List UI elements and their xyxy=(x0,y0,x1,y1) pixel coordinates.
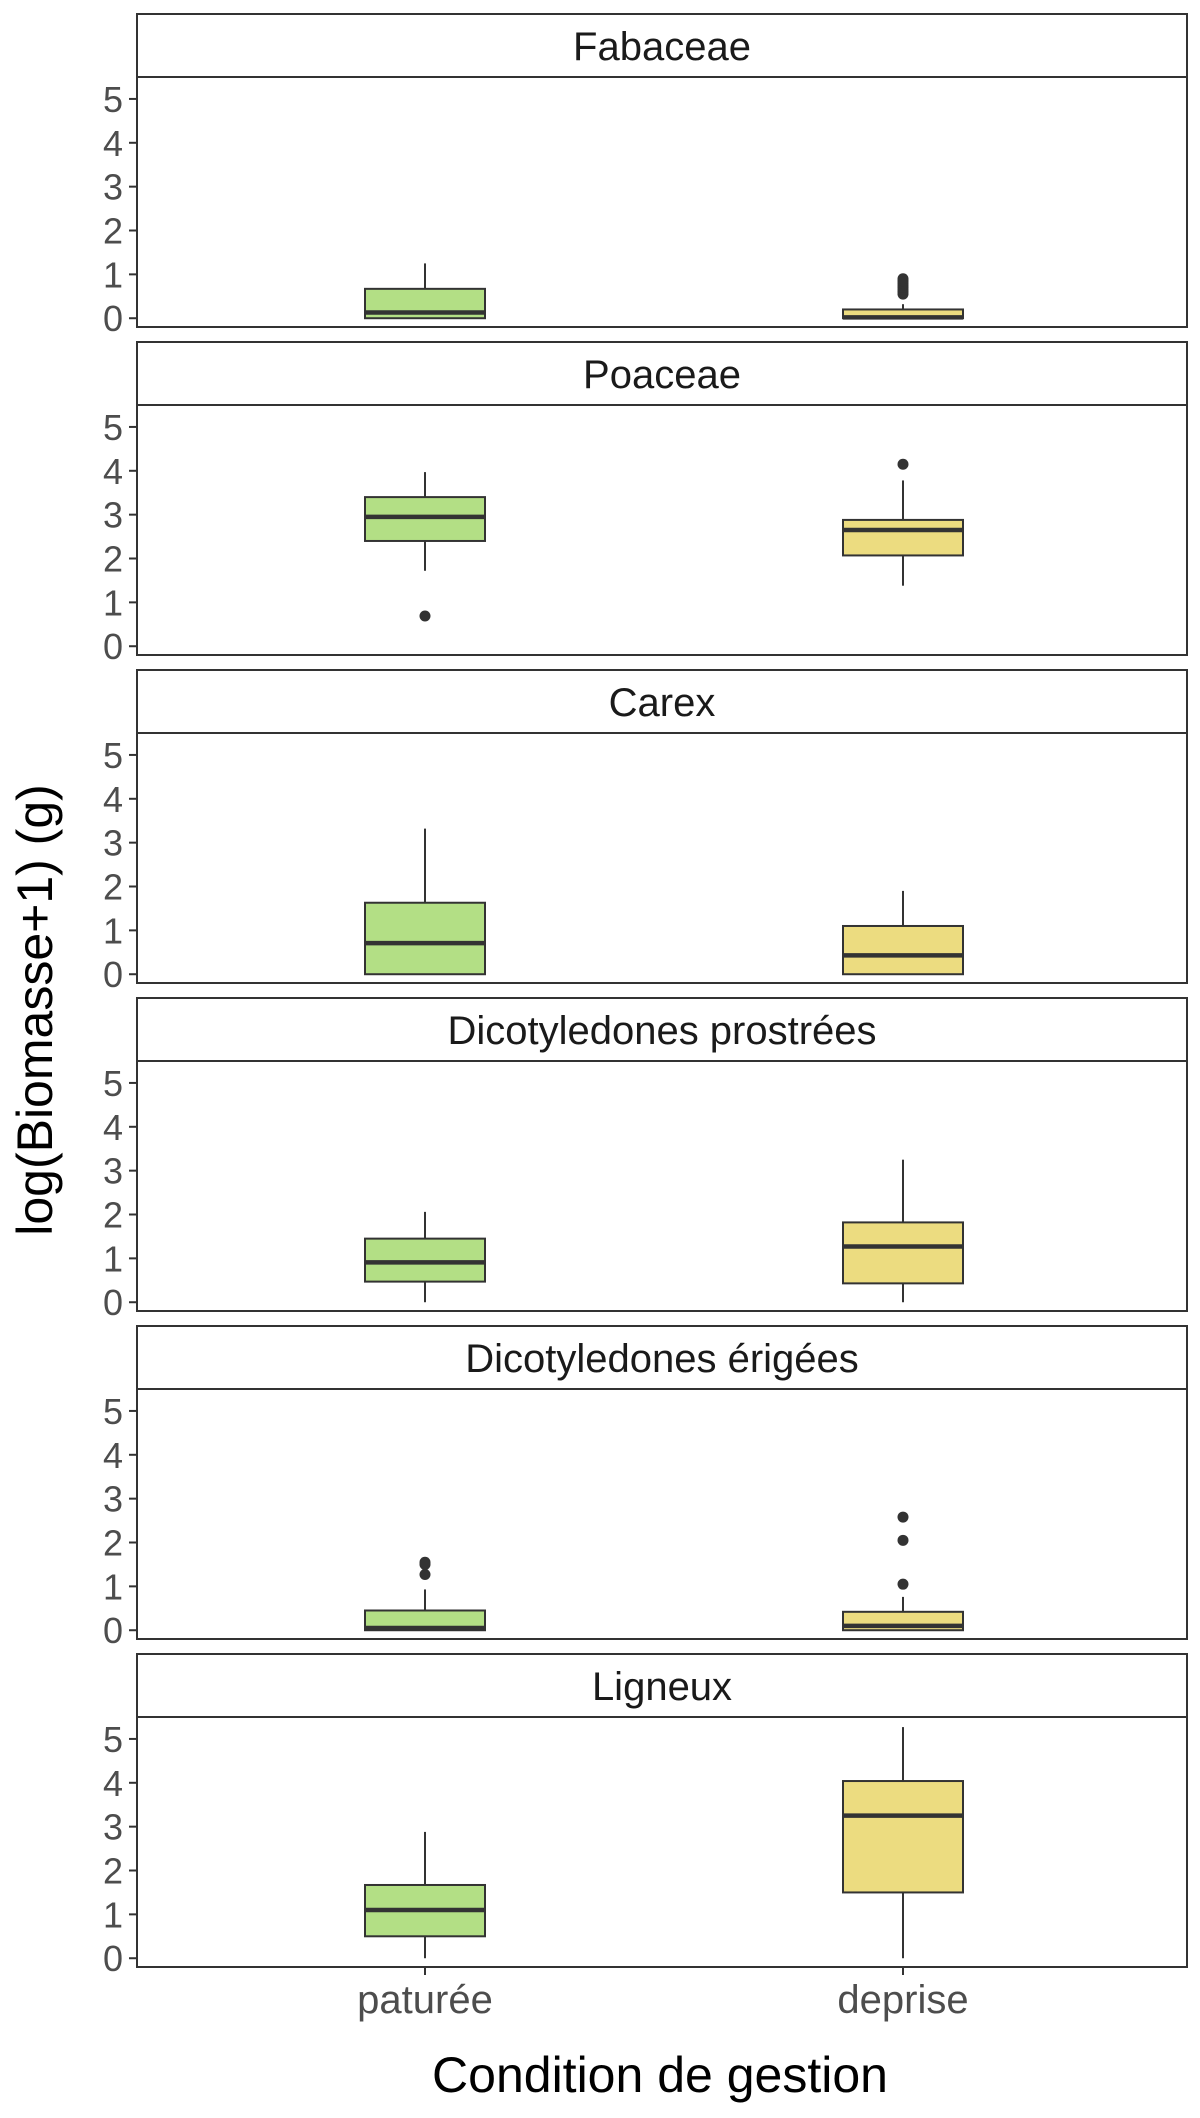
box-iqr xyxy=(842,924,964,976)
box-deprise xyxy=(842,890,964,976)
box-paturee xyxy=(364,1211,486,1303)
y-tick-label: 3 xyxy=(103,823,123,864)
outlier-point xyxy=(419,1556,431,1568)
facet-strip-label: Dicotyledones prostrées xyxy=(447,1009,876,1053)
box-paturee xyxy=(364,472,486,622)
box-paturee xyxy=(364,1556,486,1632)
y-tick-label: 3 xyxy=(103,1479,123,1520)
panel-plot-area xyxy=(136,404,1188,656)
y-tick-label: 0 xyxy=(103,1282,123,1323)
y-tick-label: 0 xyxy=(103,298,123,339)
y-tick-label: 2 xyxy=(103,1523,123,1564)
y-tick-label: 5 xyxy=(103,735,123,776)
y-tick-label: 3 xyxy=(103,1807,123,1848)
y-axis-title: log(Biomasse+1) (g) xyxy=(7,784,63,1236)
y-tick-label: 1 xyxy=(103,1894,123,1935)
box-paturee xyxy=(364,828,486,976)
facet-strip-label: Fabaceae xyxy=(573,25,751,69)
x-tick-label: paturée xyxy=(357,1978,493,2022)
panel-plot-area xyxy=(136,732,1188,984)
y-tick-label: 4 xyxy=(103,779,123,820)
box-deprise xyxy=(842,1159,964,1303)
panel-plot-area xyxy=(136,1388,1188,1640)
y-tick-label: 5 xyxy=(103,79,123,120)
box-deprise xyxy=(842,273,964,320)
box-iqr xyxy=(842,518,964,557)
outlier-point xyxy=(897,1511,909,1523)
box-paturee xyxy=(364,263,486,320)
outlier-point xyxy=(419,610,431,622)
x-tick-label: deprise xyxy=(837,1978,968,2022)
box-iqr xyxy=(842,1780,964,1894)
facet-strip xyxy=(136,1653,1188,1718)
outlier-point xyxy=(897,1534,909,1546)
y-tick-label: 0 xyxy=(103,626,123,667)
facet-strip xyxy=(136,997,1188,1062)
facet-strip xyxy=(136,669,1188,734)
facet-strip-label: Carex xyxy=(609,681,716,725)
y-tick-label: 3 xyxy=(103,495,123,536)
y-tick-label: 2 xyxy=(103,1195,123,1236)
y-tick-label: 2 xyxy=(103,867,123,908)
y-tick-label: 2 xyxy=(103,211,123,252)
facet-strip xyxy=(136,13,1188,78)
y-tick-label: 1 xyxy=(103,1566,123,1607)
outlier-point xyxy=(897,273,909,285)
y-tick-label: 5 xyxy=(103,1063,123,1104)
box-iqr xyxy=(364,901,486,976)
y-tick-label: 5 xyxy=(103,407,123,448)
y-tick-label: 2 xyxy=(103,539,123,580)
x-axis-ticks: paturée deprise xyxy=(357,1967,969,2022)
y-tick-label: 0 xyxy=(103,1610,123,1651)
box-paturee xyxy=(364,1831,486,1959)
box-iqr xyxy=(842,1221,964,1285)
panel-plot-area xyxy=(136,1716,1188,1968)
panel-plot-area xyxy=(136,1060,1188,1312)
facet-strip xyxy=(136,1325,1188,1390)
box-deprise xyxy=(842,1511,964,1632)
y-tick-label: 1 xyxy=(103,582,123,623)
y-tick-label: 5 xyxy=(103,1391,123,1432)
y-tick-label: 1 xyxy=(103,910,123,951)
y-tick-label: 3 xyxy=(103,167,123,208)
y-tick-label: 0 xyxy=(103,1938,123,1979)
y-tick-label: 0 xyxy=(103,954,123,995)
y-tick-label: 4 xyxy=(103,123,123,164)
panel-plot-area xyxy=(136,76,1188,328)
outlier-point xyxy=(419,1569,431,1581)
facet-strip-label: Dicotyledones érigées xyxy=(465,1337,859,1381)
y-tick-label: 4 xyxy=(103,451,123,492)
y-tick-label: 3 xyxy=(103,1151,123,1192)
y-tick-label: 4 xyxy=(103,1763,123,1804)
outlier-point xyxy=(897,1578,909,1590)
y-tick-label: 4 xyxy=(103,1107,123,1148)
x-axis-title: Condition de gestion xyxy=(432,2047,888,2103)
box-deprise xyxy=(842,458,964,586)
y-tick-label: 1 xyxy=(103,254,123,295)
y-tick-label: 1 xyxy=(103,1238,123,1279)
box-deprise xyxy=(842,1727,964,1959)
y-tick-label: 4 xyxy=(103,1435,123,1476)
outlier-point xyxy=(897,458,909,470)
facet-strip-label: Poaceae xyxy=(583,353,741,397)
facet-strip-label: Ligneux xyxy=(592,1665,732,1709)
y-tick-label: 2 xyxy=(103,1851,123,1892)
y-tick-label: 5 xyxy=(103,1719,123,1760)
facet-panels: Fabaceae012345Poaceae012345Carex012345Di… xyxy=(103,13,1188,1979)
